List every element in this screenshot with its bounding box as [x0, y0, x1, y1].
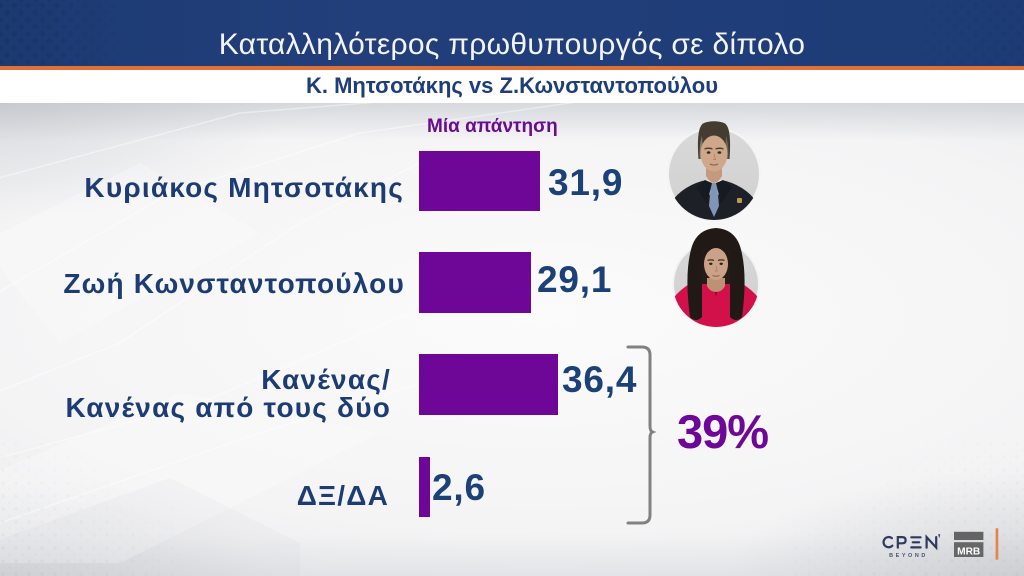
svg-text:MRB: MRB: [957, 547, 980, 558]
svg-text:BEYOND: BEYOND: [889, 553, 928, 559]
